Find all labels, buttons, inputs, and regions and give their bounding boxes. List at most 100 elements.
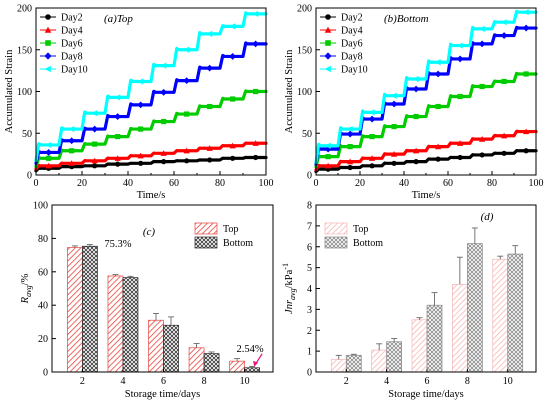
bar (467, 243, 483, 373)
data-point (91, 110, 98, 117)
bar (229, 360, 245, 373)
data-point (207, 103, 213, 110)
legend-label: Day6 (61, 39, 83, 50)
series-day2 (34, 154, 268, 173)
panel-d-jnr-bar-chart: 0 1 2 3 4 5 6 7 8 2 4 6 8 10 Storage time/days Jnravg/k… (281, 201, 537, 400)
panel-a-top-strain: 0 20 40 60 80 100 0 50 100 150 200 Time/s Accumulate… (4, 4, 274, 202)
y-tick-label: 60 (38, 267, 48, 278)
bar (507, 253, 524, 373)
y-tick-label: 0 (27, 171, 32, 182)
x-tick-label: 8 (465, 376, 470, 387)
data-point (456, 55, 464, 63)
bar (203, 353, 220, 373)
series-day4 (314, 128, 538, 172)
y-tick-label: 2 (307, 326, 312, 337)
data-point (45, 141, 52, 149)
data-point (523, 148, 529, 154)
x-tick-label: 2 (344, 376, 349, 387)
series-bottom (82, 244, 260, 373)
data-point (252, 140, 259, 146)
data-point (138, 160, 144, 166)
data-point (391, 160, 397, 166)
data-point (479, 83, 485, 90)
y-axis-label-sup: -1 (281, 263, 290, 270)
data-point (184, 158, 190, 164)
series-line-day10 (34, 11, 268, 163)
legend-label: Day4 (341, 26, 363, 37)
x-tick-label: 6 (161, 376, 166, 387)
annotation-label: 75.3% (104, 239, 131, 250)
legend-marker (45, 40, 51, 46)
data-point (207, 157, 213, 163)
data-point (91, 125, 99, 133)
bar (148, 319, 164, 373)
data-point (161, 159, 167, 165)
data-point (368, 115, 376, 123)
data-point (92, 163, 98, 169)
legend: Day2 Day4 Day6 Day8 Day10 (320, 13, 368, 76)
y-tick-label: 150 (297, 45, 312, 56)
data-point (184, 111, 190, 117)
y-tick-label: 4 (307, 284, 312, 295)
data-point (229, 142, 236, 149)
data-point (347, 144, 353, 150)
data-point (206, 64, 214, 72)
data-point (92, 141, 98, 147)
data-point (390, 100, 398, 108)
legend: Day2 Day4 Day6 Day8 Day10 (40, 13, 88, 76)
bar (492, 258, 509, 373)
x-tick-label: 100 (259, 178, 274, 189)
data-point (479, 25, 485, 32)
bar (122, 277, 139, 373)
panel-b-bottom-strain: 0 20 40 60 80 100 0 50 100 150 200 Time/s Accumulate… (284, 4, 544, 202)
legend-label: Bottom (353, 238, 383, 249)
data-point (413, 75, 419, 83)
data-point (45, 149, 53, 156)
data-point (206, 30, 213, 37)
y-axis-label-sub: avg (288, 288, 297, 300)
data-point (347, 158, 354, 165)
annotation-label: 2.54% (237, 344, 264, 355)
data-point (435, 59, 441, 66)
series-day6 (314, 71, 538, 169)
legend-label: Day2 (341, 13, 363, 24)
legend-marker (324, 26, 332, 33)
legend-label: Day2 (61, 13, 83, 24)
series-line-day6 (314, 71, 538, 169)
data-point (347, 164, 353, 171)
panel-label: (d) (481, 211, 494, 223)
series-line-day6 (34, 89, 268, 169)
bar (82, 245, 98, 373)
data-point (346, 130, 354, 138)
series-line-day8 (314, 25, 538, 166)
data-point (206, 145, 213, 151)
legend-label: Day6 (341, 39, 363, 50)
legend-label: Day4 (61, 26, 83, 37)
data-point (457, 154, 463, 161)
data-point (413, 113, 419, 120)
series-day6 (34, 88, 268, 169)
data-point (160, 62, 167, 69)
series-line-day10 (314, 9, 538, 165)
y-tick-label: 7 (307, 221, 312, 232)
legend-marker (325, 14, 331, 20)
x-tick-label: 10 (503, 376, 513, 387)
data-point (325, 154, 331, 160)
data-point (522, 24, 530, 32)
data-point (115, 161, 121, 167)
x-tick-label: 0 (34, 178, 39, 189)
data-point (478, 40, 486, 48)
x-tick-label: 6 (425, 376, 430, 387)
data-point (183, 147, 190, 154)
y-tick-label: 50 (22, 129, 32, 140)
data-point (137, 152, 144, 159)
data-point (501, 19, 507, 26)
data-point (68, 137, 76, 145)
data-point (230, 96, 236, 102)
x-tick-label: 80 (487, 178, 497, 189)
data-point (391, 123, 397, 130)
data-point (137, 78, 144, 85)
data-point (160, 88, 168, 96)
data-point (91, 157, 98, 164)
